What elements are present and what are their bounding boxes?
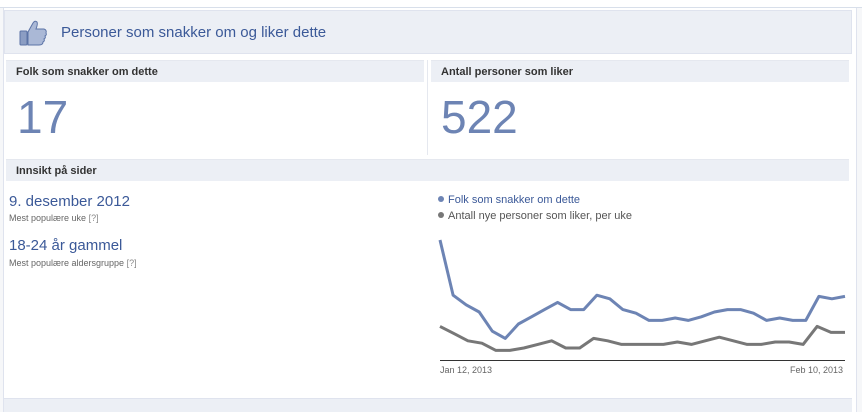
x-tick-label: Jan 12, 2013 (440, 365, 492, 375)
legend-likes: Antall nye personer som liker, per uke (438, 210, 632, 222)
top-week-label-text: Mest populære uke (9, 213, 87, 223)
legend-talking-label: Folk som snakker om dette (448, 194, 581, 206)
thumbs-up-icon (19, 20, 47, 46)
insights-heading: Innsikt på sider (6, 159, 849, 181)
section-header: Personer som snakker om og liker dette (4, 10, 852, 54)
talking-count: 17 (17, 91, 69, 143)
series-line-talking (438, 239, 846, 340)
x-tick-label: Feb 10, 2013 (790, 365, 843, 375)
legend-likes-label: Antall nye personer som liker, per uke (448, 210, 633, 222)
legend-talking: Folk som snakker om dette (438, 194, 580, 206)
panel-divider (427, 60, 428, 155)
top-week-label: Mest populære uke [?] (9, 213, 99, 223)
likes-label: Antall personer som liker (431, 60, 849, 82)
top-week-help-link[interactable]: [?] (88, 213, 99, 223)
top-age-help-link[interactable]: [?] (126, 258, 137, 268)
legend-dot-blue (438, 196, 444, 202)
top-strip (0, 0, 862, 8)
legend-dot-gray (438, 212, 444, 218)
bottom-strip (4, 398, 852, 412)
top-age-label-text: Mest populære aldersgruppe (9, 258, 125, 268)
talking-label: Folk som snakker om dette (6, 60, 424, 82)
likes-count: 522 (441, 91, 518, 143)
top-age-label: Mest populære aldersgruppe [?] (9, 258, 137, 268)
page-title: Personer som snakker om og liker dette (61, 24, 327, 41)
top-week-value: 9. desember 2012 (9, 193, 130, 210)
line-chart: Jan 12, 2013 Feb 10, 2013 (438, 239, 846, 375)
top-age-value: 18-24 år gammel (9, 237, 123, 254)
series-line-likes (439, 324, 845, 352)
